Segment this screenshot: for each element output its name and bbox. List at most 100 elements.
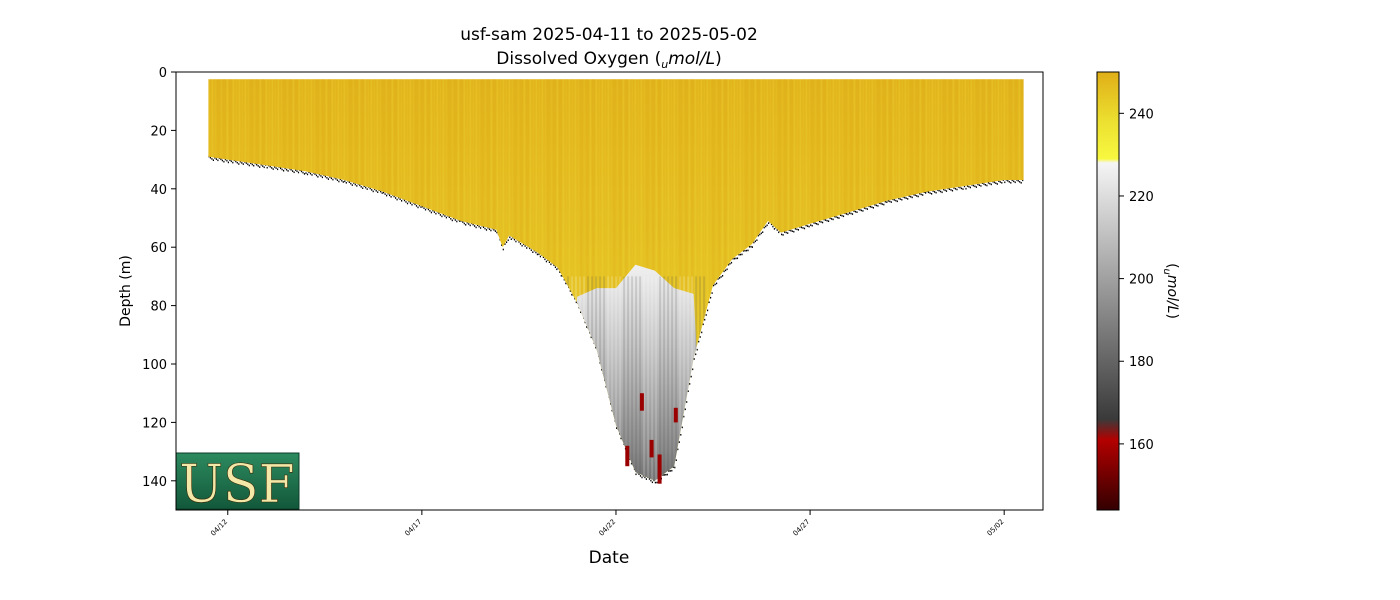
field-stripe [802, 79, 805, 481]
field-stripe [562, 79, 565, 481]
field-stripe [310, 79, 313, 481]
field-stripe [343, 79, 346, 481]
field-stripe [448, 79, 451, 481]
grey-stripe [647, 276, 650, 481]
subtitle-unit-subscript: u [661, 58, 668, 71]
bottom-point [874, 204, 876, 206]
bottom-point [372, 190, 374, 193]
bottom-point [905, 197, 907, 199]
bottom-point [987, 182, 989, 184]
field-stripe [886, 79, 889, 481]
grey-stripe [667, 276, 670, 481]
bottom-point [675, 459, 677, 461]
bottom-point [450, 218, 452, 220]
bottom-point [733, 257, 736, 260]
bottom-point [826, 219, 828, 222]
bottom-point [211, 158, 213, 160]
bottom-point [212, 159, 214, 161]
field-stripe [427, 79, 430, 481]
bottom-point [705, 314, 707, 316]
field-stripe [412, 79, 415, 481]
bottom-point [683, 415, 685, 418]
bottom-point [722, 275, 724, 277]
bottom-point [365, 186, 367, 189]
field-stripe [601, 79, 604, 481]
bottom-point [896, 200, 898, 203]
bottom-point [875, 204, 877, 207]
field-stripe [325, 79, 328, 481]
field-stripe [211, 79, 214, 481]
bottom-point [901, 198, 903, 201]
bottom-point [990, 183, 992, 186]
chart-subtitle: Dissolved Oxygen (umol/L) [496, 49, 721, 71]
colorbar-tick-label: 220 [1129, 190, 1154, 205]
bottom-point [315, 174, 318, 177]
field-stripe [913, 79, 916, 481]
bottom-point [251, 163, 253, 166]
bottom-point [403, 199, 406, 202]
field-stripe [289, 79, 292, 481]
field-stripe [223, 79, 226, 481]
bottom-point [639, 475, 642, 477]
bottom-point [1010, 182, 1012, 184]
grey-stripe [575, 276, 578, 481]
bottom-point [757, 234, 759, 237]
bottom-point [884, 200, 886, 203]
field-stripe [883, 79, 886, 481]
bottom-point [860, 209, 862, 212]
plot-frame [175, 71, 1044, 511]
field-stripe [751, 79, 754, 481]
bottom-point [363, 185, 365, 187]
bottom-point [227, 161, 229, 164]
bottom-point [883, 203, 885, 206]
bottom-point [877, 205, 879, 207]
field-stripe [997, 79, 1000, 481]
bottom-point [509, 236, 511, 239]
bottom-point [241, 162, 243, 164]
bottom-point [494, 230, 496, 232]
field-stripe [415, 79, 418, 481]
field-stripe [703, 79, 706, 481]
bottom-point [968, 185, 970, 188]
colorbar-ticks: 160 180 200 220 240 [1119, 107, 1154, 453]
bottom-point [726, 268, 728, 271]
field-stripe [790, 79, 793, 481]
bottom-point [235, 160, 237, 163]
bottom-point [963, 185, 966, 188]
bottom-point [641, 476, 643, 479]
bottom-point [869, 205, 871, 208]
field-stripe [748, 79, 751, 481]
bottom-point [377, 191, 379, 193]
field-stripe [712, 79, 715, 481]
field-stripe [865, 79, 868, 481]
bottom-point [768, 222, 770, 224]
bottom-point [999, 181, 1001, 183]
bottom-point [696, 348, 698, 351]
bottom-point [854, 210, 857, 213]
bottom-point [263, 166, 265, 169]
field-stripe [670, 79, 673, 481]
bottom-point [747, 249, 749, 252]
bottom-point [760, 232, 762, 235]
bottom-point [848, 212, 851, 214]
field-stripe [316, 79, 319, 481]
bottom-point [842, 215, 845, 218]
grey-stripe [635, 276, 638, 481]
bottom-point [314, 173, 316, 175]
bottom-point [800, 226, 803, 229]
field-stripe [526, 79, 529, 481]
bottom-point [940, 190, 942, 193]
bottom-point [295, 169, 297, 171]
bottom-point [445, 216, 447, 219]
field-stripe [433, 79, 436, 481]
bottom-point [272, 168, 274, 170]
field-stripe [466, 79, 469, 481]
field-stripe [763, 79, 766, 481]
bottom-point [654, 481, 656, 484]
bottom-point [560, 275, 562, 277]
bottom-point [341, 179, 343, 182]
bottom-point [890, 201, 892, 203]
bottom-point [704, 318, 706, 321]
field-stripe [535, 79, 538, 481]
bottom-point [229, 159, 231, 161]
